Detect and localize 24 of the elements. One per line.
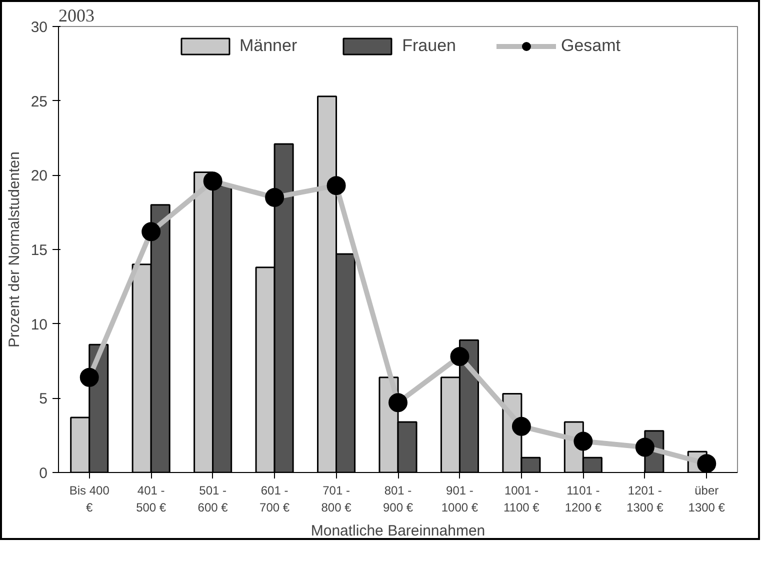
x-tick-label: Bis 400 € xyxy=(69,484,110,514)
y-tick-label: 30 xyxy=(30,19,48,36)
legend-label: Gesamt xyxy=(560,36,621,56)
y-tick-label: 10 xyxy=(30,316,48,334)
x-tick-label: 1101 - 1200 € xyxy=(564,484,602,514)
chart-subtitle: 2003 xyxy=(58,6,94,26)
y-tick-label: 5 xyxy=(39,390,48,408)
y-tick-label: 20 xyxy=(30,168,48,185)
x-tick-label: 1001 - 1100 € xyxy=(504,484,540,514)
x-tick-label: 801 - 900 € xyxy=(382,484,414,514)
y-axis-title: Prozent der Normalstudenten xyxy=(6,152,23,348)
y-tick-label: 15 xyxy=(30,242,48,259)
x-tick-label: 501 - 600 € xyxy=(198,484,228,514)
x-tick-label: über 1300 € xyxy=(688,484,726,514)
x-tick-label: 701 - 800 € xyxy=(321,484,352,514)
x-axis-title: Monatliche Bareinnahmen xyxy=(310,522,486,540)
x-tick-label: 601 - 700 € xyxy=(260,484,290,514)
x-tick-label: 901 - 1000 € xyxy=(441,484,478,514)
y-tick-label: 25 xyxy=(30,93,48,110)
x-tick-label: 1201 - 1300 € xyxy=(626,484,664,514)
x-tick-label: 401 - 500 € xyxy=(136,484,166,514)
legend-label: Männer xyxy=(239,36,298,56)
y-tick-label: 0 xyxy=(39,465,48,482)
legend-label: Frauen xyxy=(402,36,456,56)
